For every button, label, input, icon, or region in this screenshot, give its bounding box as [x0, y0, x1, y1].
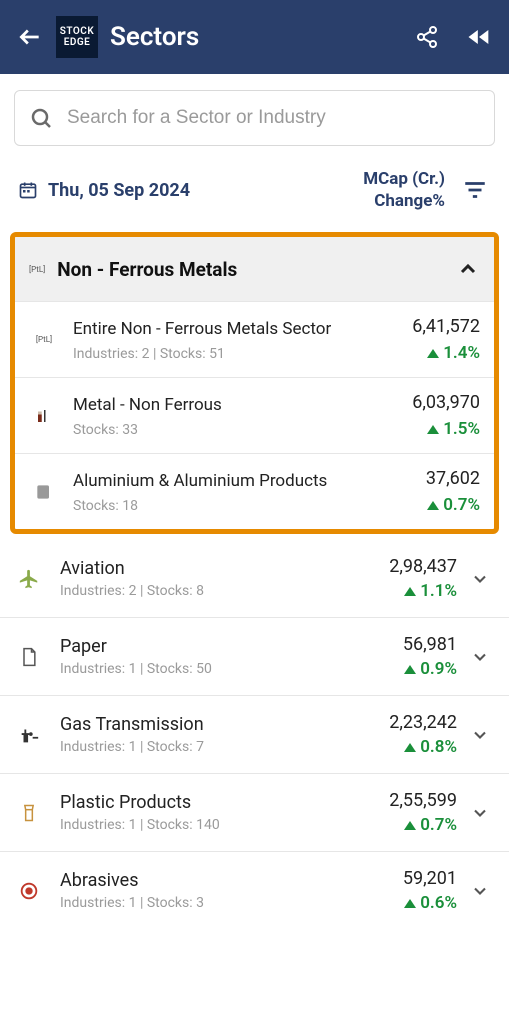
up-icon: [404, 743, 416, 752]
sector-mcap: 2,23,242: [389, 712, 457, 733]
logo-bottom: EDGE: [64, 37, 91, 48]
sector-meta: Industries: 1 | Stocks: 140: [60, 817, 389, 833]
up-icon: [404, 899, 416, 908]
sub-change: 1.4%: [443, 343, 480, 363]
sector-change: 0.6%: [420, 893, 457, 913]
aviation-icon: [14, 568, 44, 590]
sector-meta: Industries: 2 | Stocks: 8: [60, 583, 389, 599]
sub-item[interactable]: [PtL] Entire Non - Ferrous Metals Sector…: [15, 301, 494, 377]
sub-meta: Stocks: 18: [73, 498, 426, 514]
share-icon[interactable]: [413, 23, 441, 51]
sector-mcap: 56,981: [403, 634, 457, 655]
sub-title: Aluminium & Aluminium Products: [73, 470, 426, 492]
gas-icon: [14, 724, 44, 746]
chevron-down-icon: [469, 569, 491, 589]
filter-button[interactable]: [459, 174, 491, 206]
search-icon: [29, 106, 53, 130]
sector-mcap: 2,55,599: [389, 790, 457, 811]
sector-row[interactable]: Abrasives Industries: 1 | Stocks: 3 59,2…: [0, 852, 509, 929]
sort-label-2: Change%: [363, 190, 445, 212]
sub-mcap: 37,602: [426, 468, 480, 489]
sub-change: 0.7%: [443, 495, 480, 515]
sort-column[interactable]: MCap (Cr.) Change%: [363, 168, 445, 212]
sector-row[interactable]: Gas Transmission Industries: 1 | Stocks:…: [0, 696, 509, 774]
search-box[interactable]: [14, 90, 495, 146]
highlighted-sector: [PtL] Non - Ferrous Metals [PtL] Entire …: [10, 232, 499, 534]
up-icon: [427, 501, 439, 510]
sector-change: 0.8%: [420, 737, 457, 757]
sub-change: 1.5%: [443, 419, 480, 439]
sector-title: Abrasives: [60, 870, 403, 891]
up-icon: [427, 349, 439, 358]
sub-mcap: 6,41,572: [412, 316, 480, 337]
chevron-down-icon: [469, 803, 491, 823]
chevron-up-icon: [456, 257, 480, 281]
expanded-sector-header[interactable]: [PtL] Non - Ferrous Metals: [15, 237, 494, 301]
sub-meta: Industries: 2 | Stocks: 51: [73, 346, 412, 362]
sub-item[interactable]: Metal - Non Ferrous Stocks: 33 6,03,970 …: [15, 377, 494, 453]
back-button[interactable]: [16, 23, 44, 51]
aluminium-icon: [29, 482, 59, 502]
sort-label-1: MCap (Cr.): [363, 168, 445, 190]
page-title: Sectors: [110, 22, 413, 52]
sub-mcap: 6,03,970: [412, 392, 480, 413]
rewind-icon[interactable]: [465, 23, 493, 51]
sub-title: Entire Non - Ferrous Metals Sector: [73, 318, 412, 340]
periodic-icon: [PtL]: [29, 265, 45, 274]
logo-top: STOCK: [60, 26, 94, 37]
chevron-down-icon: [469, 881, 491, 901]
chevron-down-icon: [469, 647, 491, 667]
up-icon: [404, 665, 416, 674]
chevron-down-icon: [469, 725, 491, 745]
sector-row[interactable]: Paper Industries: 1 | Stocks: 50 56,981 …: [0, 618, 509, 696]
sector-meta: Industries: 1 | Stocks: 50: [60, 661, 403, 677]
sector-change: 1.1%: [420, 581, 457, 601]
sector-change: 0.7%: [420, 815, 457, 835]
sector-meta: Industries: 1 | Stocks: 7: [60, 739, 389, 755]
sector-mcap: 59,201: [403, 868, 457, 889]
calendar-icon: [18, 180, 38, 200]
sector-meta: Industries: 1 | Stocks: 3: [60, 895, 403, 911]
search-input[interactable]: [67, 107, 480, 129]
sector-row[interactable]: Aviation Industries: 2 | Stocks: 8 2,98,…: [0, 540, 509, 618]
sector-change: 0.9%: [420, 659, 457, 679]
up-icon: [427, 425, 439, 434]
metal-icon: [29, 407, 59, 425]
up-icon: [404, 587, 416, 596]
date-selector[interactable]: Thu, 05 Sep 2024: [18, 180, 190, 201]
periodic-icon: [PtL]: [29, 335, 59, 344]
filter-icon: [462, 177, 488, 203]
sector-row[interactable]: Plastic Products Industries: 1 | Stocks:…: [0, 774, 509, 852]
expanded-sector-title: Non - Ferrous Metals: [57, 258, 444, 281]
sector-title: Paper: [60, 636, 403, 657]
date-label: Thu, 05 Sep 2024: [48, 180, 190, 201]
sector-mcap: 2,98,437: [389, 556, 457, 577]
abrasives-icon: [14, 880, 44, 902]
sub-item[interactable]: Aluminium & Aluminium Products Stocks: 1…: [15, 453, 494, 529]
paper-icon: [14, 646, 44, 668]
app-logo: STOCK EDGE: [56, 16, 98, 58]
sector-title: Gas Transmission: [60, 714, 389, 735]
sub-meta: Stocks: 33: [73, 422, 412, 438]
sector-title: Plastic Products: [60, 792, 389, 813]
plastic-icon: [14, 802, 44, 824]
up-icon: [404, 821, 416, 830]
sub-title: Metal - Non Ferrous: [73, 394, 412, 416]
sector-title: Aviation: [60, 558, 389, 579]
